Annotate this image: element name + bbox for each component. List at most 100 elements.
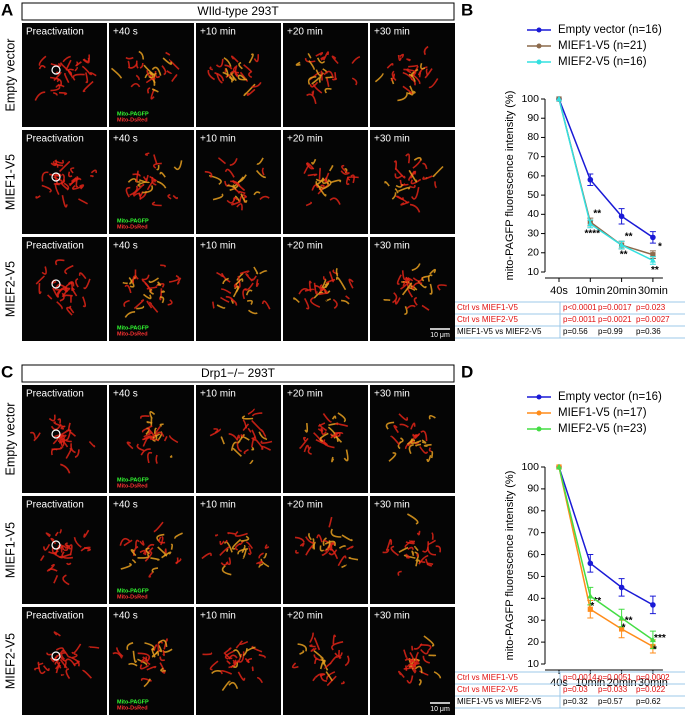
significance-label: * xyxy=(658,241,662,252)
mitochondria xyxy=(54,183,60,195)
mitochondria xyxy=(54,283,60,291)
mitochondria xyxy=(176,277,182,285)
mitochondria xyxy=(390,73,396,82)
mitochondria xyxy=(88,646,100,649)
mitochondria xyxy=(53,631,61,637)
mitochondria xyxy=(120,562,132,570)
mitochondria xyxy=(53,176,63,182)
mitochondria xyxy=(310,647,317,652)
mitochondria xyxy=(209,66,214,71)
mitochondria xyxy=(110,67,123,79)
mitochondria xyxy=(125,186,131,198)
mitochondria xyxy=(241,415,254,420)
mitochondria xyxy=(388,452,397,462)
p-value: p=0.0027 xyxy=(636,315,670,324)
mitochondria xyxy=(330,528,342,538)
mitochondria xyxy=(135,60,139,69)
mitochondria xyxy=(132,275,139,284)
mitochondria xyxy=(132,546,139,556)
mitochondria xyxy=(384,180,390,187)
mitochondria xyxy=(406,304,416,310)
mitochondria xyxy=(319,659,327,670)
marker xyxy=(587,560,594,567)
mitochondria xyxy=(154,70,161,79)
y-axis-title: mito-PAGFP fluorescence intensity (%) xyxy=(504,471,516,661)
marker xyxy=(587,176,594,183)
mitochondria xyxy=(163,436,168,442)
activation-region xyxy=(51,429,61,439)
marker xyxy=(649,636,656,643)
mitochondria xyxy=(29,431,36,439)
mitochondria xyxy=(386,63,394,69)
mitochondria xyxy=(61,195,68,208)
y-tick-label: 100 xyxy=(521,461,539,473)
mitochondria xyxy=(220,288,232,294)
mitochondria xyxy=(408,169,418,183)
mitochondria xyxy=(247,552,251,556)
cell-image xyxy=(283,237,368,341)
significance-label: ** xyxy=(593,209,601,220)
mitochondria xyxy=(139,549,146,555)
mitochondria xyxy=(135,539,140,548)
mitochondria xyxy=(251,429,257,441)
mitochondria xyxy=(62,649,70,658)
mitochondria xyxy=(230,299,234,304)
mitochondria xyxy=(55,259,65,266)
mitochondria xyxy=(433,671,442,679)
y-tick-label: 70 xyxy=(527,150,539,162)
mitochondria xyxy=(142,293,152,300)
cell-image xyxy=(283,385,368,493)
mitochondria xyxy=(159,296,165,304)
mitochondria xyxy=(315,673,326,678)
mitochondria xyxy=(57,544,65,551)
mitochondria xyxy=(215,58,224,68)
mitochondria xyxy=(139,179,150,184)
mitochondria xyxy=(153,154,158,164)
mitochondria xyxy=(41,266,47,275)
mitochondria xyxy=(53,574,59,584)
mitochondria xyxy=(66,562,72,566)
mitochondria xyxy=(70,177,82,183)
column-label: +40 s xyxy=(113,27,138,38)
mitochondria xyxy=(140,415,150,420)
mitochondria xyxy=(410,178,422,185)
p-value: p=0.32 xyxy=(563,697,588,706)
mitochondria xyxy=(246,541,254,550)
mitochondria xyxy=(248,546,252,555)
marker xyxy=(618,241,625,248)
mitochondria xyxy=(424,68,433,79)
mitochondria xyxy=(346,545,354,551)
mitochondria xyxy=(315,177,325,186)
mitochondria xyxy=(243,64,253,73)
mitochondria xyxy=(221,680,231,692)
mitochondria xyxy=(62,574,70,586)
mitochondria xyxy=(124,311,136,318)
mitochondria xyxy=(124,284,132,294)
mitochondria xyxy=(88,440,96,448)
activation-region xyxy=(51,172,61,182)
mitochondria xyxy=(322,276,327,281)
mitochondria xyxy=(331,55,339,65)
mitochondria xyxy=(136,305,145,310)
mitochondria xyxy=(431,532,434,540)
mitochondria xyxy=(242,423,250,431)
mitochondria xyxy=(399,53,405,58)
mitochondria xyxy=(319,284,327,292)
significance-label: ** xyxy=(625,616,633,627)
y-tick-label: 50 xyxy=(527,189,539,201)
mitochondria xyxy=(335,422,348,427)
mitochondria xyxy=(219,540,225,546)
mitochondria xyxy=(150,557,160,561)
mitochondria xyxy=(172,194,179,200)
mitochondria xyxy=(71,185,83,190)
scale-bar-label: 10 μm xyxy=(430,332,450,339)
mitochondria xyxy=(410,438,422,444)
mitochondria xyxy=(418,71,422,78)
mitochondria xyxy=(410,422,416,430)
mitochondria xyxy=(411,282,423,290)
mitochondria xyxy=(317,184,325,195)
mitochondria xyxy=(305,201,313,207)
mitochondria xyxy=(421,439,427,444)
mitochondria xyxy=(299,437,309,449)
mitochondria xyxy=(202,652,213,656)
